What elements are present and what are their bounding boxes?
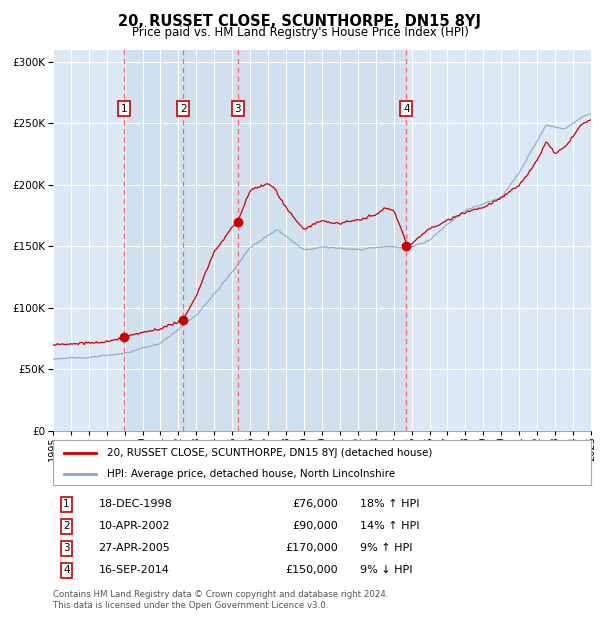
- Text: 4: 4: [63, 565, 70, 575]
- Text: 4: 4: [403, 104, 410, 113]
- Text: £150,000: £150,000: [286, 565, 338, 575]
- Text: £170,000: £170,000: [285, 543, 338, 554]
- Text: HPI: Average price, detached house, North Lincolnshire: HPI: Average price, detached house, Nort…: [107, 469, 395, 479]
- Text: 18-DEC-1998: 18-DEC-1998: [98, 499, 172, 510]
- Text: 10-APR-2002: 10-APR-2002: [98, 521, 170, 531]
- Text: 20, RUSSET CLOSE, SCUNTHORPE, DN15 8YJ: 20, RUSSET CLOSE, SCUNTHORPE, DN15 8YJ: [119, 14, 482, 29]
- Text: 14% ↑ HPI: 14% ↑ HPI: [359, 521, 419, 531]
- Text: 3: 3: [235, 104, 241, 113]
- Text: 1: 1: [121, 104, 127, 113]
- Bar: [124, 50, 406, 431]
- Text: 18% ↑ HPI: 18% ↑ HPI: [359, 499, 419, 510]
- Text: 9% ↑ HPI: 9% ↑ HPI: [359, 543, 412, 554]
- Text: This data is licensed under the Open Government Licence v3.0.: This data is licensed under the Open Gov…: [53, 601, 328, 611]
- Text: 3: 3: [63, 543, 70, 554]
- Text: £90,000: £90,000: [292, 521, 338, 531]
- Text: 9% ↓ HPI: 9% ↓ HPI: [359, 565, 412, 575]
- Text: 16-SEP-2014: 16-SEP-2014: [98, 565, 169, 575]
- Text: 1: 1: [63, 499, 70, 510]
- Text: 20, RUSSET CLOSE, SCUNTHORPE, DN15 8YJ (detached house): 20, RUSSET CLOSE, SCUNTHORPE, DN15 8YJ (…: [107, 448, 432, 458]
- Text: 2: 2: [180, 104, 187, 113]
- Text: Contains HM Land Registry data © Crown copyright and database right 2024.: Contains HM Land Registry data © Crown c…: [53, 590, 388, 600]
- Text: 2: 2: [63, 521, 70, 531]
- Text: 27-APR-2005: 27-APR-2005: [98, 543, 170, 554]
- Text: Price paid vs. HM Land Registry's House Price Index (HPI): Price paid vs. HM Land Registry's House …: [131, 26, 469, 39]
- Text: £76,000: £76,000: [292, 499, 338, 510]
